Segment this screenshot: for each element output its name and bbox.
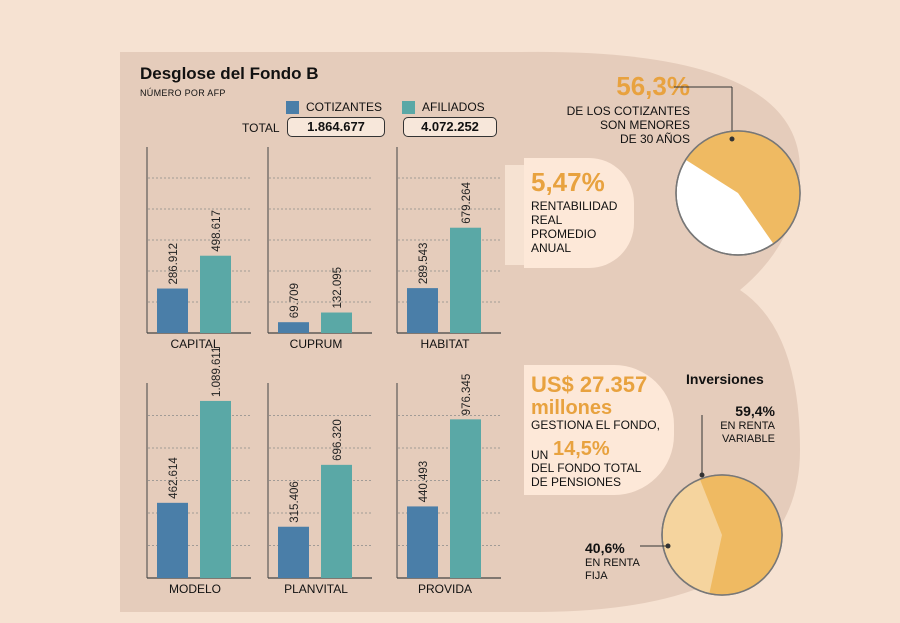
bar-value-label: 132.095: [332, 267, 344, 309]
bar-panel-modelo: 462.614 1.089.611 MODELO: [146, 347, 251, 596]
bar-afiliados: [321, 464, 352, 578]
variable-text-line: EN RENTA: [720, 420, 775, 432]
fija-text: EN RENTA FIJA: [585, 557, 640, 583]
page-title: Desglose del Fondo B: [140, 64, 319, 83]
bar-value-label: 1.089.611: [211, 347, 223, 397]
fija-text-line: FIJA: [585, 570, 608, 582]
pie-inv-outline: [661, 474, 783, 596]
fund-bubble: [524, 365, 674, 495]
total-cotizantes-box: 1.864.677: [287, 117, 385, 137]
legend-label-cotizantes: COTIZANTES: [306, 100, 383, 114]
bar-value-label: 679.264: [461, 182, 473, 224]
fund-share-text-line: DE PENSIONES: [531, 475, 622, 489]
legend-swatch-afiliados: [402, 101, 415, 114]
bar-cotizantes: [157, 502, 188, 578]
panel-category-label: HABITAT: [421, 337, 471, 351]
rent-text-line: RENTABILIDAD: [531, 199, 618, 213]
leader-dot: [665, 543, 671, 549]
bar-afiliados: [450, 227, 481, 333]
fund-unit: millones: [531, 397, 613, 419]
bar-value-label: 69.709: [289, 283, 301, 318]
bar-panel-provida: 440.493 976.345 PROVIDA: [396, 374, 501, 596]
bar-panel-habitat: 289.543 679.264 HABITAT: [396, 147, 501, 351]
variable-text: EN RENTA VARIABLE: [700, 420, 775, 446]
variable-text-line: VARIABLE: [722, 433, 775, 445]
panel-category-label: CUPRUM: [290, 337, 343, 351]
bar-value-label: 440.493: [418, 461, 430, 503]
legend-swatch-cotizantes: [286, 101, 299, 114]
bar-value-label: 696.320: [332, 419, 344, 461]
variable-pct: 59,4%: [735, 403, 775, 419]
bar-value-label: 286.912: [168, 243, 180, 285]
rent-text-line: ANUAL: [531, 241, 572, 255]
bar-afiliados: [321, 312, 352, 333]
leader-dot: [699, 472, 705, 478]
fund-share-text-line: DEL FONDO TOTAL: [531, 461, 642, 475]
bar-value-label: 462.614: [168, 457, 180, 499]
young-stat: 56,3%: [540, 72, 740, 100]
fund-share-pct: 14,5%: [553, 438, 610, 460]
fija-text-line: EN RENTA: [585, 557, 640, 569]
rent-pct: 5,47%: [531, 167, 605, 197]
fija-pct: 40,6%: [585, 540, 625, 556]
rent-text-line: REAL: [531, 213, 563, 227]
panel-category-label: CAPITAL: [170, 337, 219, 351]
young-pct: 56,3%: [616, 71, 690, 101]
total-afiliados-box: 4.072.252: [403, 117, 497, 137]
panel-category-label: MODELO: [169, 582, 221, 596]
fund-amount: US$ 27.357: [531, 372, 648, 397]
pie-slice-variable: [699, 474, 783, 596]
bar-afiliados: [200, 255, 231, 333]
total-label: TOTAL: [242, 121, 280, 135]
leader-dot: [729, 136, 735, 142]
fund-text: GESTIONA EL FONDO,: [531, 418, 660, 432]
bar-panel-planvital: 315.406 696.320 PLANVITAL: [267, 383, 372, 596]
young-text-line: DE LOS COTIZANTES: [566, 104, 690, 118]
bar-afiliados: [450, 419, 481, 578]
young-text: DE LOS COTIZANTES SON MENORES DE 30 AÑOS: [560, 104, 690, 146]
bar-value-label: 976.345: [461, 374, 473, 416]
young-text-line: SON MENORES: [599, 118, 690, 132]
pie-slice-menores: [685, 130, 800, 244]
fund-share-prefix: UN: [531, 448, 549, 462]
bar-panel-cuprum: 69.709 132.095 CUPRUM: [267, 147, 372, 351]
rent-bubble: [524, 158, 634, 268]
bar-cotizantes: [278, 322, 309, 333]
rent-text: RENTABILIDAD REAL PROMEDIO ANUAL: [531, 199, 617, 255]
young-text-line: DE 30 AÑOS: [619, 132, 690, 146]
panel-category-label: PROVIDA: [418, 582, 472, 596]
bar-afiliados: [200, 400, 231, 578]
fund-share-text: DEL FONDO TOTAL DE PENSIONES: [531, 461, 641, 489]
rent-text-line: PROMEDIO: [531, 227, 597, 241]
bar-panel-capital: 286.912 498.617 CAPITAL: [146, 147, 251, 351]
panel-category-label: PLANVITAL: [284, 582, 348, 596]
page-subtitle: NÚMERO POR AFP: [140, 88, 226, 98]
investments-title: Inversiones: [686, 371, 764, 387]
bar-cotizantes: [157, 288, 188, 333]
bar-value-label: 289.543: [418, 243, 430, 285]
bar-cotizantes: [407, 288, 438, 333]
pie-young-outline: [675, 130, 801, 256]
legend-label-afiliados: AFILIADOS: [422, 100, 485, 114]
bar-cotizantes: [278, 526, 309, 578]
bar-value-label: 498.617: [211, 210, 223, 252]
bar-cotizantes: [407, 506, 438, 578]
bar-value-label: 315.406: [289, 481, 301, 523]
